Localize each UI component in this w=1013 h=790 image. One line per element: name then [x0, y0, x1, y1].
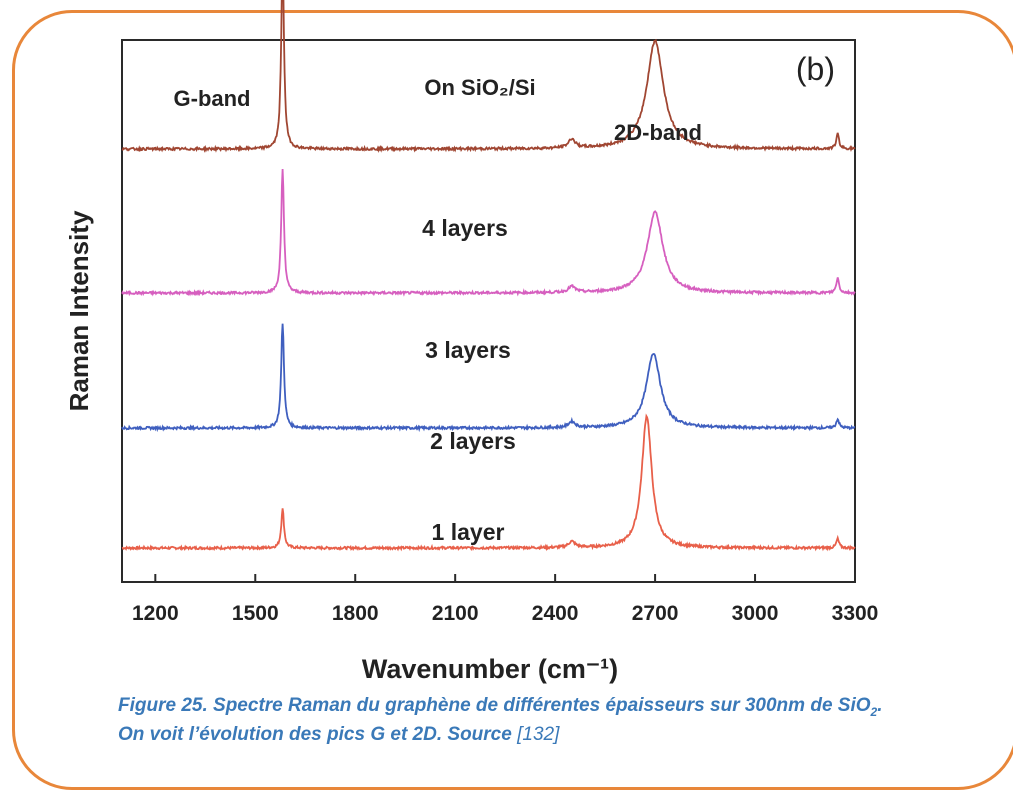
chart-title: On SiO₂/Si: [424, 75, 535, 100]
spectrum-line-series-3: [121, 168, 856, 297]
g-band-annotation: G-band: [174, 86, 251, 111]
series-label-1: 1 layer: [432, 519, 505, 545]
spectra-group: [121, 0, 856, 552]
spectrum-line-series-1: [121, 413, 856, 552]
series-label-2: 2 layers: [430, 428, 516, 454]
figure-caption-line-1: Figure 25. Spectre Raman du graphène de …: [118, 695, 883, 719]
2d-band-annotation: 2D-band: [614, 120, 702, 145]
series-label-3: 3 layers: [425, 337, 511, 363]
source-reference: [132]: [517, 724, 560, 745]
x-tick-label: 3000: [732, 602, 779, 625]
y-axis-label: Raman Intensity: [64, 210, 94, 411]
x-axis-ticks: 1200 1500 1800 2100 2400 2700 3000 3300: [132, 574, 878, 625]
x-tick-label: 2100: [432, 602, 479, 625]
spectrum-line-series-4: [121, 0, 856, 153]
spectrum-line-series-2: [121, 323, 856, 433]
x-tick-label: 2700: [632, 602, 679, 625]
x-tick-label: 3300: [832, 602, 879, 625]
panel-label: (b): [796, 51, 835, 87]
plot-area: [121, 39, 856, 583]
x-tick-label: 1800: [332, 602, 379, 625]
x-tick-label: 2400: [532, 602, 579, 625]
series-labels: 1 layer 2 layers 3 layers 4 layers: [422, 215, 516, 545]
figure-caption-line-2: On voit l’évolution des pics G et 2D. So…: [118, 724, 560, 745]
x-tick-label: 1500: [232, 602, 279, 625]
series-label-4: 4 layers: [422, 215, 508, 241]
x-tick-label: 1200: [132, 602, 179, 625]
x-axis-label: Wavenumber (cm⁻¹): [362, 654, 618, 684]
